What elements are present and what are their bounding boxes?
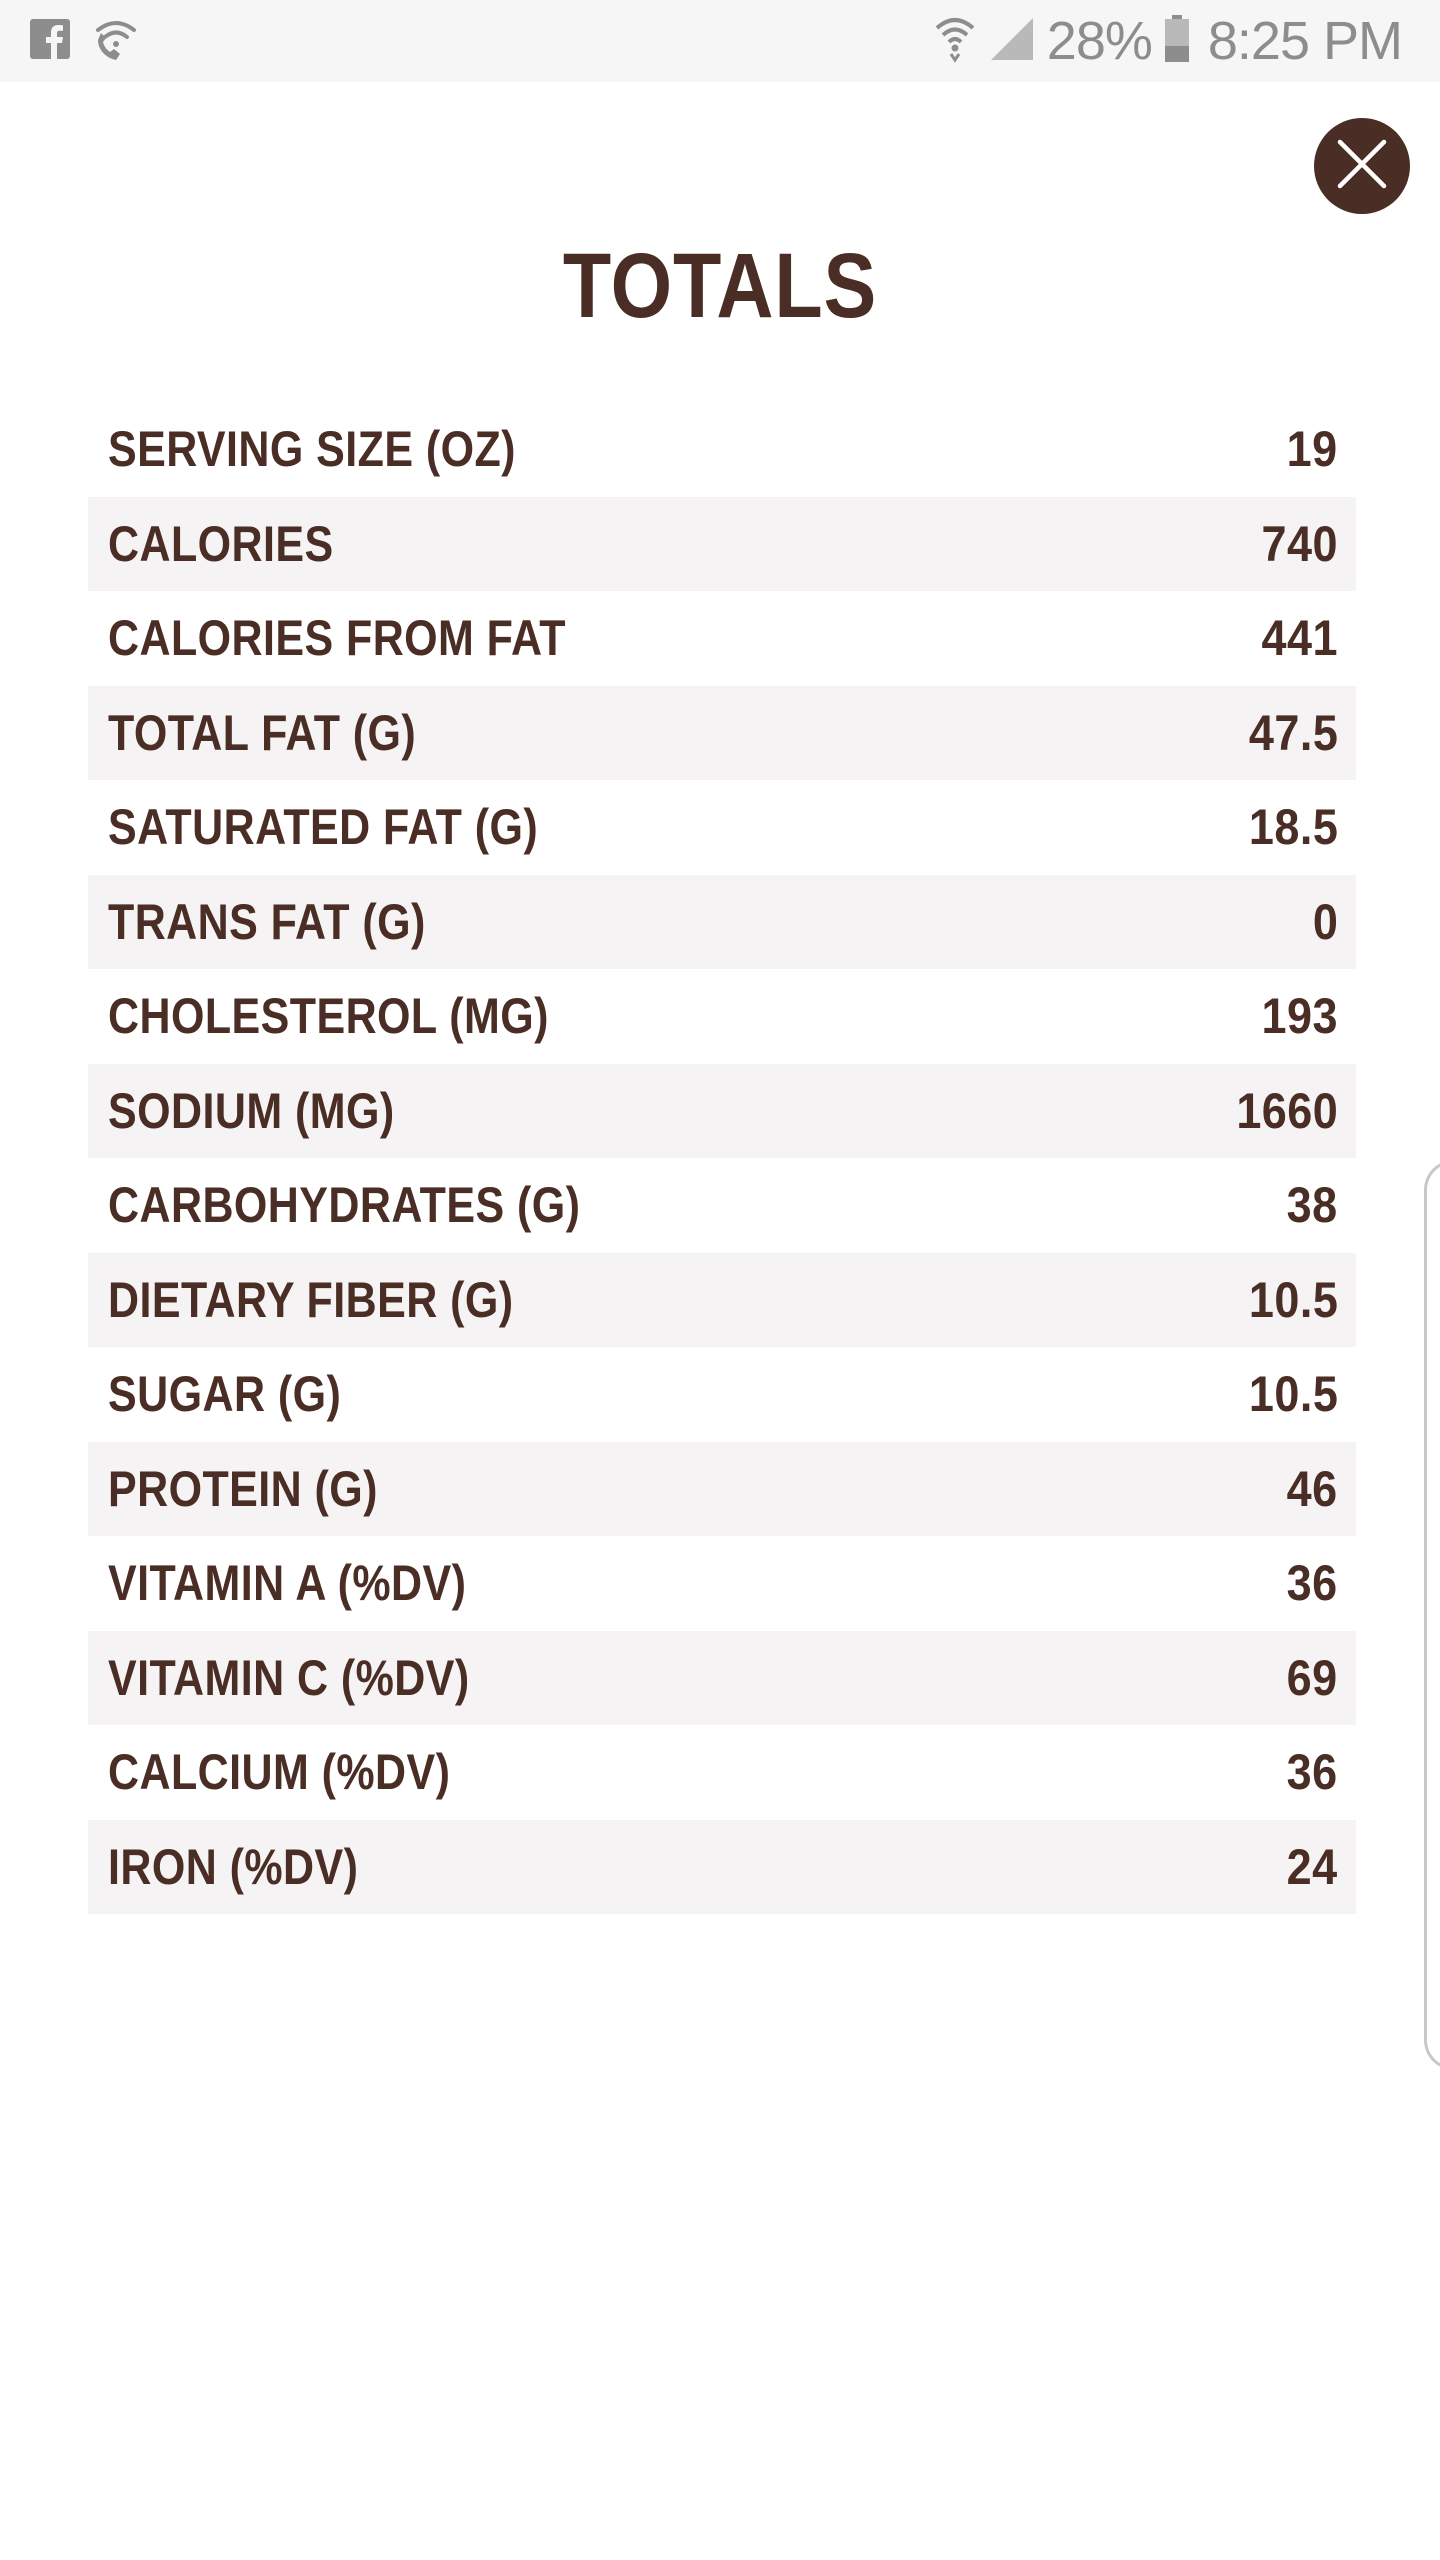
nutrient-label: DIETARY FIBER (G) <box>108 1271 514 1328</box>
close-button[interactable] <box>1314 118 1410 214</box>
nutrient-label: SODIUM (MG) <box>108 1082 395 1139</box>
nutrient-value: 193 <box>1261 988 1338 1045</box>
nutrient-label: CALORIES <box>108 515 334 572</box>
nutrient-label: VITAMIN C (%DV) <box>108 1649 470 1706</box>
nutrient-label: CALCIUM (%DV) <box>108 1744 451 1801</box>
nutrient-value: 38 <box>1287 1177 1338 1234</box>
nutrient-value: 36 <box>1287 1744 1338 1801</box>
nutrient-label: SERVING SIZE (OZ) <box>108 421 516 478</box>
battery-percent: 28% <box>1046 11 1153 71</box>
nutrient-value: 0 <box>1312 893 1338 950</box>
table-row: VITAMIN C (%DV) 69 <box>88 1630 1356 1725</box>
nutrient-value: 46 <box>1287 1460 1338 1517</box>
nutrient-value: 740 <box>1261 515 1338 572</box>
wifi-call-icon <box>92 16 140 67</box>
status-bar-left <box>30 18 140 64</box>
nutrient-value: 441 <box>1261 610 1338 667</box>
table-row: SATURATED FAT (G) 18.5 <box>88 780 1356 875</box>
nutrient-label: SUGAR (G) <box>108 1366 342 1423</box>
nutrient-label: PROTEIN (G) <box>108 1460 378 1517</box>
clock: 8:25 PM <box>1207 11 1403 71</box>
nutrient-value: 19 <box>1287 421 1338 478</box>
nutrient-label: CHOLESTEROL (MG) <box>108 988 549 1045</box>
nutrient-value: 10.5 <box>1248 1366 1338 1423</box>
nutrient-label: TOTAL FAT (G) <box>108 704 417 761</box>
nutrient-value: 36 <box>1287 1555 1338 1612</box>
nutrient-value: 18.5 <box>1248 799 1338 856</box>
wifi-signal-icon <box>933 14 977 69</box>
table-row: VITAMIN A (%DV) 36 <box>88 1536 1356 1631</box>
battery-icon <box>1164 14 1190 68</box>
nutrient-value: 69 <box>1287 1649 1338 1706</box>
table-row: SODIUM (MG) 1660 <box>88 1063 1356 1158</box>
table-row: TOTAL FAT (G) 47.5 <box>88 685 1356 780</box>
table-row: CHOLESTEROL (MG) 193 <box>88 969 1356 1064</box>
table-row: TRANS FAT (G) 0 <box>88 874 1356 969</box>
nutrient-value: 47.5 <box>1248 704 1338 761</box>
nutrient-value: 10.5 <box>1248 1271 1338 1328</box>
table-row: IRON (%DV) 24 <box>88 1819 1356 1914</box>
table-row: CALCIUM (%DV) 36 <box>88 1725 1356 1820</box>
edge-panel-handle[interactable] <box>1424 1160 1440 2070</box>
status-bar: 28% 8:25 PM <box>0 0 1440 82</box>
nutrition-table: SERVING SIZE (OZ) 19 CALORIES 740 CALORI… <box>88 402 1356 1914</box>
status-bar-right: 28% 8:25 PM <box>933 10 1403 72</box>
cell-signal-icon <box>989 16 1035 67</box>
table-row: DIETARY FIBER (G) 10.5 <box>88 1252 1356 1347</box>
nutrient-label: CARBOHYDRATES (G) <box>108 1177 581 1234</box>
close-icon <box>1334 136 1390 197</box>
nutrient-label: TRANS FAT (G) <box>108 893 426 950</box>
facebook-icon <box>30 18 70 64</box>
table-row: SUGAR (G) 10.5 <box>88 1347 1356 1442</box>
nutrient-label: VITAMIN A (%DV) <box>108 1555 467 1612</box>
nutrient-label: CALORIES FROM FAT <box>108 610 567 667</box>
nutrient-label: SATURATED FAT (G) <box>108 799 539 856</box>
nutrient-value: 1660 <box>1236 1082 1338 1139</box>
table-row: PROTEIN (G) 46 <box>88 1441 1356 1536</box>
table-row: CALORIES 740 <box>88 496 1356 591</box>
table-row: CALORIES FROM FAT 441 <box>88 591 1356 686</box>
table-row: SERVING SIZE (OZ) 19 <box>88 402 1356 497</box>
nutrient-value: 24 <box>1287 1838 1338 1895</box>
table-row: CARBOHYDRATES (G) 38 <box>88 1158 1356 1253</box>
page-title: TOTALS <box>562 235 878 337</box>
nutrient-label: IRON (%DV) <box>108 1838 359 1895</box>
